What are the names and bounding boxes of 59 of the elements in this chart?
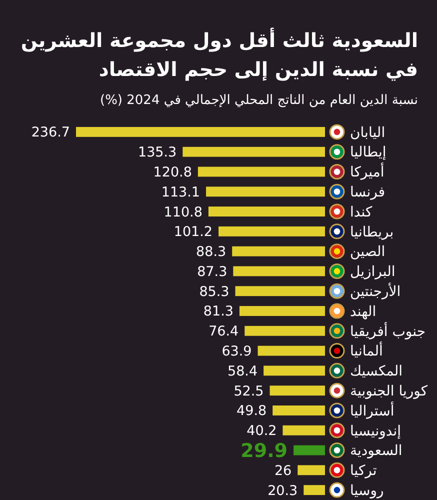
chart-subtitle: نسبة الدين العام من الناتج المحلي الإجمالي في 2024 (%) [100,93,418,108]
y-tick-label: الصين [350,244,386,260]
data-label: 40.2 [246,423,277,440]
y-tick-label: البرازيل [350,264,396,280]
data-label: 81.3 [203,304,234,320]
data-label: 236.7 [31,124,70,141]
bar [208,206,325,216]
data-label: 76.4 [208,324,239,340]
bar [218,226,325,236]
y-tick-label: ألمانيا [350,342,384,360]
data-label: 120.8 [153,164,192,180]
bar [239,306,325,316]
y-tick-label: فرنسا [350,184,386,201]
bar [270,386,325,396]
bar [298,465,325,476]
data-label: 20.3 [268,482,298,499]
y-tick-label: اليابان [350,124,386,141]
data-label: 110.8 [164,204,202,220]
data-label: 26 [274,462,292,479]
y-tick-label: إندونيسيا [350,423,402,440]
y-tick-label: إيطاليا [350,144,386,161]
bar [182,146,325,157]
data-label: 87.3 [197,264,228,280]
bar [272,406,325,416]
data-label: 52.5 [234,383,264,400]
bar [206,186,325,197]
y-tick-label: بريطانيا [350,224,394,240]
y-tick-label: أستراليا [350,401,394,420]
y-tick-label: السعودية [350,443,402,460]
y-tick-label: جنوب أفريقيا [350,322,426,340]
y-tick-label: كوريا الجنوبية [350,383,428,400]
bar [244,326,325,336]
bar [304,485,325,496]
y-tick-label: أميركا [350,162,384,181]
data-label: 113.1 [161,184,200,200]
bar [235,286,325,296]
bar [232,246,325,256]
y-tick-label: الهند [350,304,376,320]
y-tick-label: روسيا [350,482,384,499]
bar [258,346,325,356]
bar [264,366,325,376]
chart-title: السعودية ثالث أقل دول مجموعة العشرين في نسبة الدين إلى حجم الاقتصاد [20,27,418,81]
bar [282,425,325,436]
data-label: 49.8 [236,403,267,420]
y-tick-label: المكسيك [350,364,402,380]
data-label: 63.9 [222,344,252,360]
data-label: 58.4 [228,363,258,380]
data-label: 29.9 [240,440,288,462]
data-label: 135.3 [138,144,177,161]
bar [233,266,325,276]
y-tick-label: كندا [350,204,372,220]
data-label: 88.3 [196,244,226,260]
data-label: 101.2 [174,224,213,240]
bar [76,126,325,137]
bar [294,445,325,456]
data-label: 85.3 [199,284,230,300]
y-tick-label: الأرجنتين [350,282,401,300]
y-tick-label: تركيا [350,463,377,480]
bar [198,166,325,177]
